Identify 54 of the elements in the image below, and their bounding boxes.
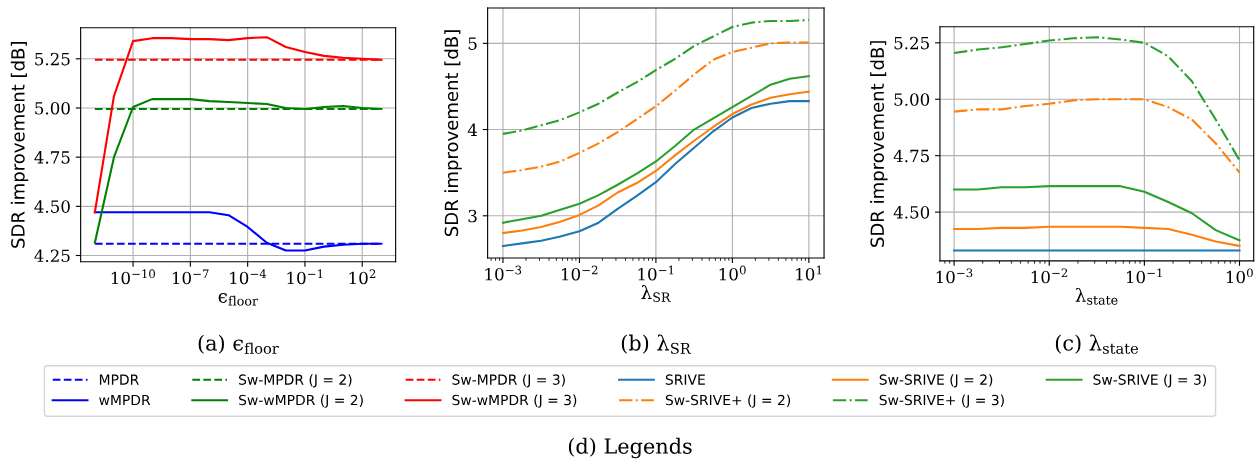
line-series: [953, 36, 1241, 162]
legend-label: SRIVE: [665, 374, 705, 385]
x-tick-label: 10$^{0}$: [719, 265, 746, 281]
legend-label: Sw-wMPDR (J = 2): [239, 394, 363, 408]
y-tick-label: 5.25: [894, 36, 929, 50]
text: (d) Legends: [568, 437, 692, 459]
legend-label: Sw-SRIVE+ (J = 2): [665, 394, 791, 408]
line-series: [953, 225, 1241, 247]
x-tick-label: 10$^{−1}$: [638, 265, 674, 281]
y-tick-label: 3: [468, 209, 477, 223]
x-tick-label: 10$^{−7}$: [172, 269, 209, 285]
text: (c) λ$_{state}$: [1055, 334, 1138, 354]
y-tick-label: 5.00: [894, 93, 930, 106]
y-tick-label: 4: [467, 123, 478, 136]
y-axis-title: SDR improvement [dB]: [444, 30, 462, 237]
x-tick-label: 10$^{−1}$: [1126, 268, 1162, 284]
x-axis-title: ϵ$_{floor}$: [218, 293, 258, 306]
x-tick-label: 10$^{−4}$: [230, 269, 267, 285]
legend-label: MPDR: [99, 374, 139, 385]
x-axis-title: λ$_{SR}$: [641, 285, 671, 302]
x-tick-label: 10$^{1}$: [796, 265, 822, 281]
legend-label: Sw-MPDR (J = 2): [239, 374, 352, 388]
legend-label: Sw-SRIVE (J = 2): [879, 374, 993, 388]
x-tick-label: 10$^{0}$: [1226, 268, 1253, 284]
x-tick-label: 10$^{−10}$: [111, 269, 156, 285]
legend-label: wMPDR: [99, 394, 151, 406]
y-tick-label: 5.00: [35, 101, 70, 115]
x-tick-label: 10$^{−3}$: [936, 268, 973, 284]
text: (a) ϵ$_{floor}$: [198, 334, 279, 354]
y-tick-label: 4.75: [893, 149, 929, 163]
legend-label: Sw-wMPDR (J = 3): [452, 394, 577, 408]
legend-label: Sw-MPDR (J = 3): [452, 374, 565, 388]
legend-label: Sw-SRIVE+ (J = 3): [879, 394, 1004, 408]
y-tick-label: 4.25: [34, 249, 70, 263]
x-tick-label: 10$^{−1}$: [287, 269, 323, 285]
y-tick-label: 4.75: [34, 151, 70, 164]
y-axis-title: SDR improvement [dB]: [870, 41, 888, 247]
line-series: [501, 75, 810, 224]
line-series: [953, 98, 1241, 174]
line-series: [501, 41, 810, 174]
x-tick-label: 10$^{−3}$: [485, 265, 522, 281]
line-series: [953, 185, 1241, 242]
x-axis-title: λ$_{state}$: [1075, 287, 1118, 305]
y-tick-label: 5: [468, 37, 477, 50]
legend-label: Sw-SRIVE (J = 3): [1093, 374, 1207, 388]
y-tick-label: 4.50: [893, 206, 930, 219]
y-tick-label: 4.50: [34, 200, 70, 213]
x-tick-label: 10$^{−2}$: [561, 265, 598, 281]
y-tick-label: 5.25: [35, 52, 70, 66]
x-tick-label: 10$^{−2}$: [1031, 268, 1068, 284]
x-tick-label: 10$^{2}$: [349, 269, 376, 285]
y-axis-title: SDR improvement [dB]: [10, 42, 29, 248]
line-series: [501, 19, 810, 135]
text: (b) λ$_{SR}$: [621, 334, 692, 354]
